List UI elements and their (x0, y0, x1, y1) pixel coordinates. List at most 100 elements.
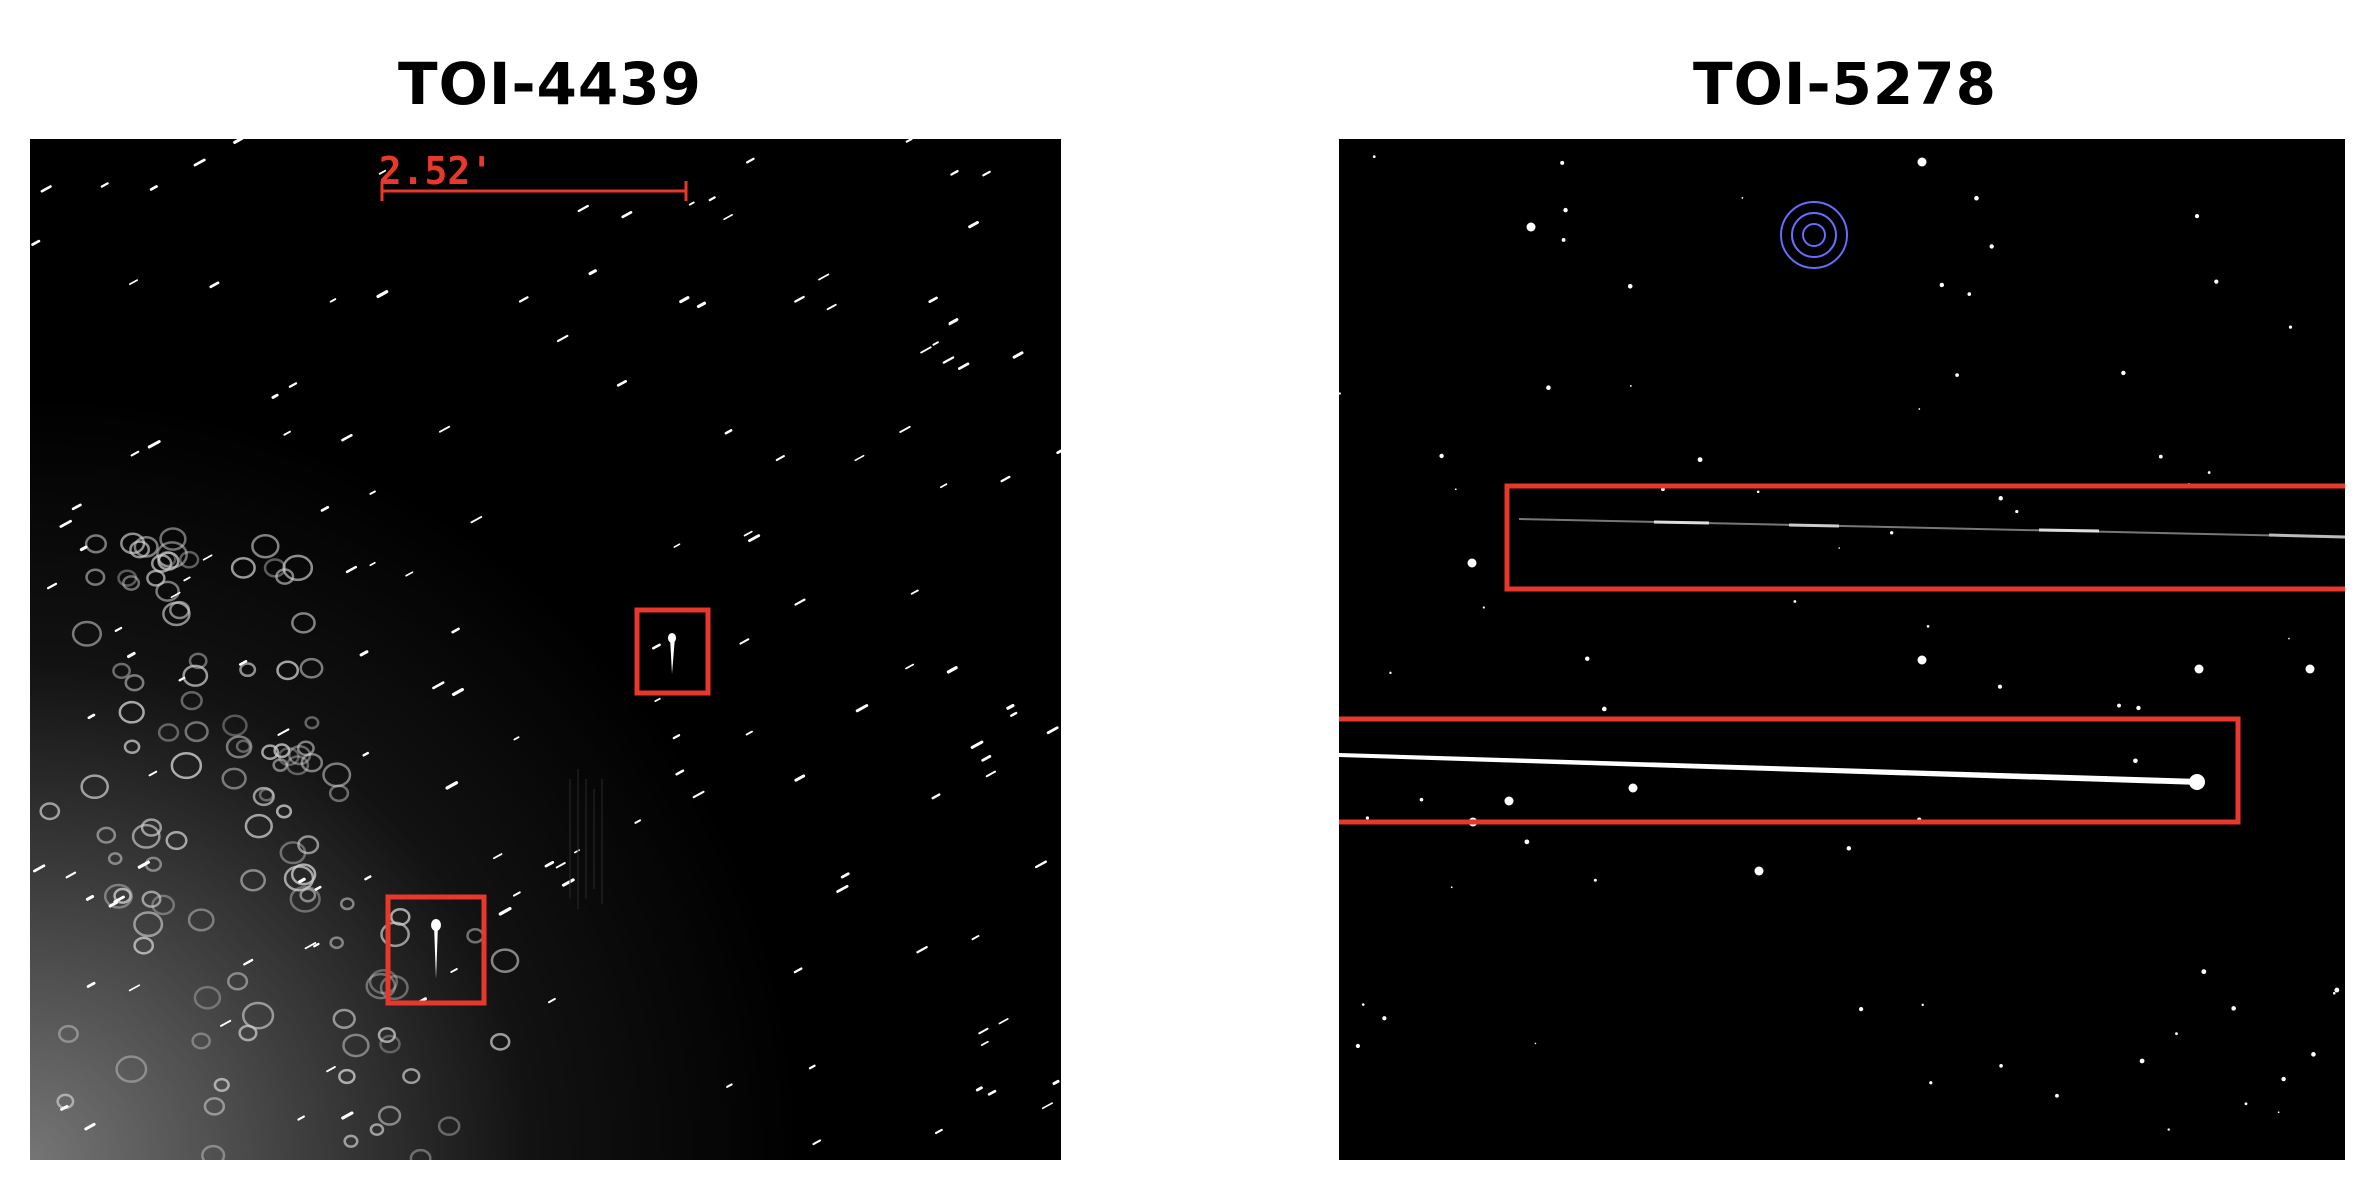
star (1382, 1016, 1387, 1021)
defocused-ring (329, 936, 344, 950)
defocused-ring (39, 802, 61, 821)
star (2201, 969, 2207, 975)
star (1365, 816, 1370, 820)
star-streak (794, 598, 806, 606)
defocused-ring (57, 1024, 79, 1043)
star-streak (794, 774, 806, 782)
star-streak (271, 393, 279, 399)
defocused-ring (276, 660, 300, 681)
star (1999, 1064, 2003, 1068)
defocused-ring (122, 575, 141, 591)
defocused-ring (299, 657, 324, 679)
star (2015, 509, 2019, 514)
star-streak (86, 981, 96, 988)
star-streak (40, 185, 52, 193)
star-streak (931, 793, 941, 800)
star-streak (31, 239, 41, 246)
star-streak (985, 770, 997, 778)
star-streak (65, 871, 77, 879)
star-streak (928, 296, 938, 304)
panel-title-toi-4439: TOI-4439 (398, 50, 702, 118)
defocused-ring (297, 835, 320, 855)
defocused-ring (409, 1148, 432, 1160)
defocused-ring (188, 652, 208, 670)
star-streak (654, 697, 661, 703)
defocused-ring (332, 1008, 356, 1029)
star-streak (445, 781, 459, 790)
star-streak (1056, 449, 1061, 455)
star (1974, 195, 1979, 201)
defocused-ring (156, 541, 188, 569)
star (1741, 197, 1744, 199)
star (1918, 408, 1921, 410)
star-streak (998, 1018, 1009, 1025)
star (2139, 1058, 2145, 1064)
star-streak (128, 984, 141, 992)
star-streak (304, 942, 317, 950)
star (2158, 454, 2163, 459)
defocused-ring (113, 887, 132, 904)
defocused-ring (365, 972, 397, 1000)
star-streak (675, 769, 685, 776)
star (1372, 155, 1376, 159)
star-streak (341, 1111, 354, 1120)
defocused-ring (402, 1068, 421, 1085)
defocused-ring (201, 1144, 226, 1160)
target-marker-icon (1780, 201, 1848, 269)
star (2311, 1052, 2316, 1057)
defocused-ring (103, 883, 133, 909)
star (1546, 385, 1551, 390)
star (2305, 664, 2315, 674)
defocused-ring (251, 533, 280, 559)
bright-target-streak-2 (670, 637, 675, 674)
star-streak (748, 534, 761, 543)
defocused-ring (123, 739, 141, 755)
star (1560, 160, 1565, 165)
defocused-ring (342, 1033, 370, 1058)
star-streak (905, 663, 915, 670)
defocused-ring (191, 1032, 211, 1050)
bright-satellite-trail (1339, 753, 2205, 790)
defocused-ring (227, 972, 249, 991)
star-streak (745, 157, 755, 164)
star (1697, 457, 1703, 463)
highlight-box-target-2 (634, 607, 711, 696)
sky-background (1339, 139, 2345, 1160)
star (1585, 656, 1590, 661)
star-streak (470, 515, 483, 524)
defocused-ring (180, 690, 203, 711)
star-streak (987, 1089, 997, 1096)
star-streak (202, 554, 213, 561)
image-panel-toi-4439: 2.52' (30, 139, 1061, 1160)
star-streak (818, 273, 830, 281)
star-streak (297, 1115, 305, 1121)
star (1419, 797, 1424, 802)
star-streak (513, 736, 520, 741)
star-streak (79, 545, 88, 552)
star-streak (87, 713, 96, 720)
star (2167, 1128, 2170, 1131)
field-stars (1339, 155, 2340, 1131)
star (1355, 1043, 1361, 1049)
star-streak (975, 1086, 983, 1092)
star (1339, 392, 1341, 395)
star-streak (981, 754, 992, 762)
star (2136, 705, 2141, 711)
star (1998, 496, 2003, 501)
defocused-ring (272, 758, 289, 772)
defocused-ring (273, 743, 291, 759)
star-streak (616, 379, 627, 387)
defocused-ring (379, 975, 409, 1001)
star-streak (708, 196, 716, 202)
star-streak (100, 182, 109, 188)
star-streak (71, 503, 82, 511)
star (1524, 839, 1530, 845)
star-streak (108, 900, 119, 908)
star-streak (130, 450, 140, 457)
defocused-ring (240, 869, 267, 892)
star (1955, 373, 1959, 377)
star (2207, 471, 2211, 474)
star-streak (836, 884, 849, 893)
star-streak (1012, 351, 1024, 359)
star (2244, 1102, 2248, 1106)
